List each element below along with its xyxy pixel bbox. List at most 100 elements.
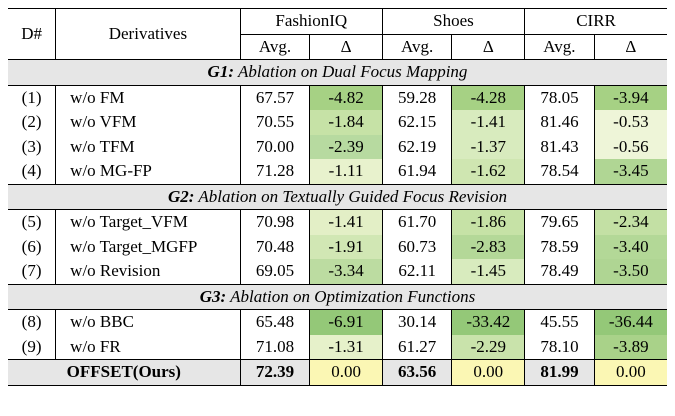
avg-cell: 70.98 <box>240 209 311 235</box>
row-derivative: w/o BBC <box>55 309 241 335</box>
row-id: (8) <box>8 309 57 335</box>
avg-cell: 81.43 <box>524 134 595 159</box>
avg-cell: 67.57 <box>240 85 311 110</box>
delta-cell: -1.41 <box>451 110 526 135</box>
avg-cell: 65.48 <box>240 309 311 335</box>
delta-cell: 0.00 <box>309 359 383 386</box>
table-row: (5) w/o Target_VFM 70.98 -1.41 61.70 -1.86 79.… <box>8 209 667 235</box>
row-id: (2) <box>8 110 57 135</box>
avg-cell: 62.11 <box>382 259 453 284</box>
row-id: (4) <box>8 159 57 184</box>
row-derivative: w/o Revision <box>55 259 241 284</box>
delta-cell: -2.34 <box>594 209 667 235</box>
group-title: G3: Ablation on Optimization Functions <box>8 283 667 310</box>
row-derivative: w/o VFM <box>55 110 241 135</box>
group-title: G1: Ablation on Dual Focus Mapping <box>8 59 667 86</box>
header-delta: Δ <box>451 34 526 60</box>
row-id: (6) <box>8 234 57 259</box>
avg-cell: 70.55 <box>240 110 311 135</box>
delta-cell: -2.29 <box>451 334 526 360</box>
header-dataset: CIRR <box>524 8 667 35</box>
final-row: OFFSET(Ours) 72.39 0.00 63.56 0.00 81.99 0.00 <box>8 359 667 386</box>
header-avg: Avg. <box>382 34 453 60</box>
delta-cell: -1.31 <box>309 334 383 360</box>
avg-cell: 81.99 <box>524 359 595 386</box>
avg-cell: 81.46 <box>524 110 595 135</box>
avg-cell: 70.00 <box>240 134 311 159</box>
table-row: (3) w/o TFM 70.00 -2.39 62.19 -1.37 81.43 -0.56 <box>8 134 667 159</box>
delta-cell: -1.84 <box>309 110 383 135</box>
avg-cell: 78.05 <box>524 85 595 110</box>
header-derivatives: Derivatives <box>55 8 241 60</box>
delta-cell: -4.82 <box>309 85 383 110</box>
table-row: (8) w/o BBC 65.48 -6.91 30.14 -33.42 45.55 -36.… <box>8 309 667 335</box>
delta-cell: -1.62 <box>451 159 526 184</box>
header-dataset: Shoes <box>382 8 526 35</box>
group-header-row: G3: Ablation on Optimization Functions <box>8 283 667 310</box>
group-title-text: Ablation on Optimization Functions <box>230 286 476 306</box>
delta-cell: -3.89 <box>594 334 667 360</box>
group-header-row: G2: Ablation on Textually Guided Focus R… <box>8 183 667 210</box>
table-row: (9) w/o FR 71.08 -1.31 61.27 -2.29 78.10 -3.89 <box>8 334 667 360</box>
group-code: G2: <box>167 186 195 206</box>
table-row: (2) w/o VFM 70.55 -1.84 62.15 -1.41 81.46 -0.53 <box>8 110 667 135</box>
table-row: (7) w/o Revision 69.05 -3.34 62.11 -1.45 78.49… <box>8 259 667 284</box>
avg-cell: 78.54 <box>524 159 595 184</box>
group-title-text: Ablation on Textually Guided Focus Revis… <box>198 186 508 206</box>
group-title: G2: Ablation on Textually Guided Focus R… <box>8 183 667 210</box>
row-id: (3) <box>8 134 57 159</box>
header-avg: Avg. <box>524 34 595 60</box>
delta-cell: -0.53 <box>594 110 667 135</box>
row-derivative: w/o FM <box>55 85 241 110</box>
group-header-row: G1: Ablation on Dual Focus Mapping <box>8 59 667 86</box>
row-id: (7) <box>8 259 57 284</box>
table-row: (4) w/o MG-FP 71.28 -1.11 61.94 -1.62 78.54 -3.… <box>8 159 667 184</box>
delta-cell: -1.45 <box>451 259 526 284</box>
delta-cell: -6.91 <box>309 309 383 335</box>
avg-cell: 72.39 <box>240 359 311 386</box>
delta-cell: 0.00 <box>451 359 526 386</box>
avg-cell: 61.27 <box>382 334 453 360</box>
avg-cell: 70.48 <box>240 234 311 259</box>
avg-cell: 79.65 <box>524 209 595 235</box>
delta-cell: -3.40 <box>594 234 667 259</box>
delta-cell: -1.37 <box>451 134 526 159</box>
delta-cell: -1.86 <box>451 209 526 235</box>
row-derivative: w/o TFM <box>55 134 241 159</box>
avg-cell: 59.28 <box>382 85 453 110</box>
table-row: (6) w/o Target_MGFP 70.48 -1.91 60.73 -2.83 78… <box>8 234 667 259</box>
avg-cell: 71.28 <box>240 159 311 184</box>
delta-cell: -1.91 <box>309 234 383 259</box>
avg-cell: 60.73 <box>382 234 453 259</box>
avg-cell: 61.94 <box>382 159 453 184</box>
avg-cell: 62.15 <box>382 110 453 135</box>
delta-cell: -3.45 <box>594 159 667 184</box>
avg-cell: 69.05 <box>240 259 311 284</box>
delta-cell: -3.34 <box>309 259 383 284</box>
row-derivative: w/o MG-FP <box>55 159 241 184</box>
avg-cell: 30.14 <box>382 309 453 335</box>
final-method: OFFSET(Ours) <box>8 359 241 386</box>
row-id: (5) <box>8 209 57 235</box>
group-code: G3: <box>199 286 227 306</box>
avg-cell: 45.55 <box>524 309 595 335</box>
group-code: G1: <box>207 62 234 82</box>
header-delta: Δ <box>625 36 637 56</box>
avg-cell: 63.56 <box>382 359 453 386</box>
avg-cell: 61.70 <box>382 209 453 235</box>
delta-cell: -1.41 <box>309 209 383 235</box>
avg-cell: 78.59 <box>524 234 595 259</box>
delta-cell: -1.11 <box>309 159 383 184</box>
avg-cell: 78.49 <box>524 259 595 284</box>
row-derivative: w/o Target_MGFP <box>55 234 241 259</box>
delta-cell: -2.39 <box>309 134 383 159</box>
delta-cell: -4.28 <box>451 85 526 110</box>
header-avg: Avg. <box>240 34 311 60</box>
avg-cell: 62.19 <box>382 134 453 159</box>
delta-cell: -3.94 <box>594 85 667 110</box>
row-id: (9) <box>8 334 57 360</box>
header-d: D# <box>8 8 57 60</box>
row-derivative: w/o Target_VFM <box>55 209 241 235</box>
delta-cell: -0.56 <box>594 134 667 159</box>
